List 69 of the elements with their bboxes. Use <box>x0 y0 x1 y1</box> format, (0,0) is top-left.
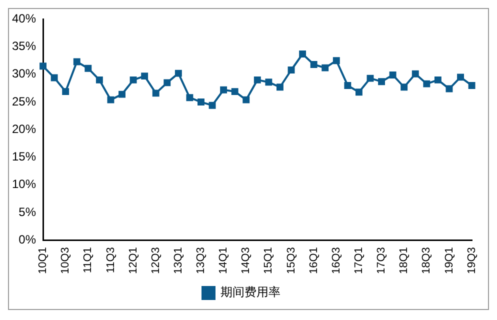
point <box>412 70 419 78</box>
point <box>322 64 329 72</box>
y-tick-label: 30% <box>12 66 36 81</box>
point <box>434 76 442 84</box>
y-tick-label: 20% <box>12 122 36 136</box>
x-tick-label: 16Q3 <box>330 247 342 274</box>
point <box>40 62 46 70</box>
point <box>389 72 396 78</box>
x-tick-label: 19Q1 <box>443 247 456 274</box>
x-tick-label: 15Q1 <box>262 247 275 274</box>
point <box>423 80 430 88</box>
x-tick-label: 16Q1 <box>308 247 320 274</box>
point <box>276 84 284 91</box>
point <box>332 57 340 64</box>
x-tick-label: 10Q1 <box>37 247 50 274</box>
point <box>164 79 171 86</box>
x-tick-label: 15Q3 <box>285 247 298 274</box>
x-tick-label: 18Q3 <box>420 247 433 274</box>
point <box>152 90 160 97</box>
y-tick-label: 10% <box>12 177 36 192</box>
point <box>186 94 194 102</box>
point <box>378 78 386 86</box>
x-tick-label: 13Q1 <box>172 247 184 274</box>
x-tick-label: 19Q3 <box>466 247 478 274</box>
x-tick-label: 17Q3 <box>376 247 388 274</box>
x-tick-label: 14Q1 <box>218 247 230 274</box>
point <box>446 85 453 92</box>
point <box>254 76 261 84</box>
point <box>288 66 295 74</box>
x-tick-label: 17Q1 <box>352 247 365 274</box>
x-tick-label: 10Q3 <box>60 247 72 274</box>
y-tick-label: 35% <box>12 39 36 54</box>
y-tick-label: 25% <box>12 94 36 108</box>
point <box>174 70 182 77</box>
point <box>366 74 374 82</box>
x-tick-label: 12Q3 <box>150 247 162 274</box>
legend-label: 期间费用率 <box>220 285 280 300</box>
point <box>73 58 80 66</box>
point <box>468 82 476 89</box>
y-tick-label: 15% <box>12 150 36 164</box>
point <box>141 72 148 80</box>
point <box>400 84 408 91</box>
point <box>130 76 137 84</box>
point <box>198 98 204 106</box>
x-tick-label: 11Q3 <box>104 247 117 274</box>
point <box>50 74 58 82</box>
point <box>457 74 464 81</box>
point <box>355 88 362 96</box>
y-tick-label: 0% <box>18 232 36 246</box>
point <box>310 61 318 68</box>
point <box>299 50 306 58</box>
point <box>208 102 216 109</box>
point <box>242 96 250 104</box>
point <box>265 78 272 86</box>
point <box>220 86 228 94</box>
point <box>62 88 70 96</box>
x-tick-label: 13Q3 <box>195 247 208 274</box>
point <box>84 64 92 72</box>
x-tick-label: 11Q1 <box>82 247 94 274</box>
point <box>344 82 352 89</box>
y-tick-label: 5% <box>18 204 36 219</box>
x-tick-label: 12Q1 <box>127 247 140 274</box>
point <box>231 88 238 96</box>
point <box>107 96 114 104</box>
x-tick-label: 18Q1 <box>398 247 410 274</box>
point <box>118 90 126 98</box>
y-tick-label: 40% <box>12 12 36 26</box>
x-tick-label: 14Q3 <box>240 247 252 274</box>
point <box>96 76 103 84</box>
